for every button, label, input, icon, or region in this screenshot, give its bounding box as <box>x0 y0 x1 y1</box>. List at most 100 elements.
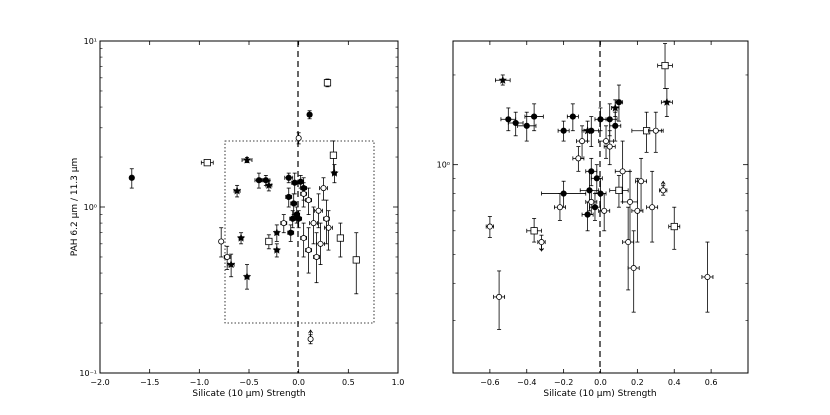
data-point <box>232 184 242 198</box>
data-point <box>566 103 579 132</box>
data-point <box>329 140 338 174</box>
data-point <box>295 132 302 145</box>
data-point <box>598 125 614 159</box>
data-point <box>352 232 360 295</box>
data-point <box>609 175 629 208</box>
data-point <box>557 120 570 142</box>
x-tick-label: −1.0 <box>190 378 209 387</box>
data-point <box>495 74 511 86</box>
data-point <box>581 201 594 232</box>
data-point <box>622 170 638 243</box>
x-tick-label: −2.0 <box>90 378 109 387</box>
data-point <box>319 177 328 201</box>
data-point <box>314 193 323 229</box>
data-point <box>659 180 668 196</box>
data-point <box>507 111 524 137</box>
data-point <box>526 218 542 243</box>
data-point <box>265 234 273 250</box>
data-point <box>330 164 339 184</box>
data-point <box>631 177 644 243</box>
data-point <box>581 120 594 142</box>
data-point <box>668 206 681 250</box>
data-point <box>280 214 288 234</box>
data-point <box>660 88 673 117</box>
data-point <box>264 179 274 192</box>
data-point <box>323 78 332 88</box>
data-point <box>610 99 620 117</box>
data-point <box>627 230 640 313</box>
data-point <box>657 43 673 89</box>
x-tick-label: 0.5 <box>342 378 355 387</box>
x-tick-label: −0.6 <box>480 378 499 387</box>
x-tick-label: 0.4 <box>668 378 681 387</box>
left-axis-ticks: −2.0 −1.5 −1.0 −0.5 0.0 0.5 1.0 10⁻¹ 10⁰ 10¹ <box>79 37 404 387</box>
data-point <box>128 168 135 189</box>
y-tick-label: 10⁰ <box>84 203 97 212</box>
data-point <box>272 224 282 242</box>
left-zoom-box <box>224 140 375 324</box>
left-panel: −2.0 −1.5 −1.0 −0.5 0.0 0.5 1.0 10⁻¹ 10⁰ 10¹ Sili… <box>70 37 404 399</box>
left-plot-frame <box>99 40 399 374</box>
data-point <box>226 253 236 278</box>
data-point <box>598 193 611 232</box>
data-point <box>585 189 598 215</box>
data-point <box>295 210 303 229</box>
data-point <box>493 270 506 330</box>
data-point <box>300 222 308 258</box>
data-point <box>537 234 546 252</box>
left-x-axis-label: Silicate (10 μm) Strength <box>192 389 305 399</box>
data-point <box>313 232 320 284</box>
data-point <box>287 224 295 242</box>
data-point <box>336 222 344 258</box>
x-tick-label: 0.0 <box>292 378 305 387</box>
data-point <box>307 329 314 345</box>
data-point <box>609 111 622 142</box>
right-data-points <box>485 43 714 330</box>
data-point <box>290 193 298 215</box>
data-point <box>200 159 214 167</box>
data-point <box>218 227 225 258</box>
data-point <box>323 199 330 245</box>
data-point <box>541 180 587 208</box>
y-tick-label: 10¹ <box>84 37 97 46</box>
right-x-axis-label: Silicate (10 μm) Strength <box>543 389 656 399</box>
data-point <box>236 232 246 245</box>
data-point <box>635 157 647 212</box>
x-tick-label: 0.6 <box>705 378 718 387</box>
data-point <box>524 103 544 132</box>
data-point <box>306 110 313 120</box>
data-point <box>223 245 231 270</box>
right-panel: −0.6 −0.4 −0.2 0.0 0.2 0.4 0.6 10⁰ Silicate (10… <box>437 40 749 399</box>
data-point <box>309 206 318 245</box>
y-tick-label: 10⁻¹ <box>79 369 97 378</box>
x-tick-label: −0.5 <box>239 378 258 387</box>
data-point <box>554 193 566 221</box>
left-y-axis-label: PAH 6.2 μm / 11.3 μm <box>70 158 80 256</box>
data-point <box>614 84 624 122</box>
data-point <box>517 111 537 142</box>
data-point <box>242 264 252 290</box>
data-point <box>701 241 714 313</box>
data-point <box>646 170 659 243</box>
y-tick-label: 10⁰ <box>437 161 450 170</box>
x-tick-label: 1.0 <box>392 378 405 387</box>
data-point <box>289 210 297 229</box>
data-point <box>603 130 616 166</box>
x-tick-label: 0.2 <box>631 378 644 387</box>
data-point <box>254 172 264 189</box>
x-tick-label: −0.2 <box>554 378 573 387</box>
data-point <box>285 187 293 208</box>
data-point <box>300 182 308 208</box>
left-data-points <box>128 78 360 345</box>
data-point <box>305 187 312 215</box>
x-tick-label: −1.5 <box>140 378 159 387</box>
data-point <box>614 140 631 203</box>
right-axis-ticks: −0.6 −0.4 −0.2 0.0 0.2 0.4 0.6 10⁰ <box>437 41 748 387</box>
data-point <box>305 227 312 274</box>
x-tick-label: 0.0 <box>594 378 607 387</box>
data-point <box>241 155 253 164</box>
data-point <box>272 243 282 258</box>
data-point <box>485 216 494 238</box>
x-tick-label: −0.4 <box>517 378 536 387</box>
